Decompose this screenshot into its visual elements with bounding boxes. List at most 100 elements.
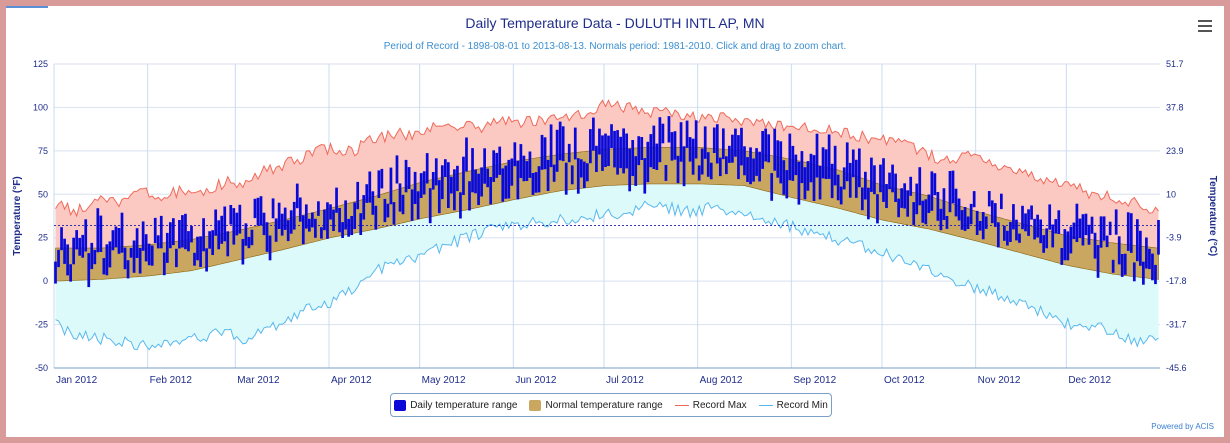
- daily-range-bar: [996, 222, 1000, 248]
- daily-range-bar: [755, 148, 758, 176]
- daily-range-bar: [827, 134, 831, 179]
- daily-range-bar: [927, 194, 931, 213]
- daily-range-bar: [570, 165, 574, 185]
- daily-range-bar: [1012, 204, 1015, 230]
- daily-range-bar: [721, 128, 725, 160]
- daily-range-bar: [824, 149, 828, 179]
- daily-range-bar: [1051, 224, 1055, 248]
- daily-range-bar: [259, 196, 263, 226]
- daily-range-bar: [634, 156, 638, 186]
- legend-daily-range[interactable]: Daily temperature range: [394, 399, 517, 411]
- daily-range-bar: [401, 194, 405, 215]
- legend-swatch-record-max: [674, 404, 689, 406]
- daily-range-bar: [894, 173, 897, 202]
- daily-range-bar: [589, 129, 592, 164]
- daily-range-bar: [434, 158, 438, 186]
- daily-range-bar: [54, 261, 57, 284]
- daily-range-bar: [289, 210, 293, 234]
- daily-range-bar: [386, 203, 390, 218]
- daily-range-bar: [1036, 214, 1039, 238]
- daily-range-bar: [839, 186, 843, 205]
- daily-range-bar: [637, 136, 641, 166]
- daily-range-bar: [842, 167, 846, 190]
- x-tick-label: Jan 2012: [56, 375, 98, 386]
- daily-range-bar: [851, 149, 855, 178]
- daily-range-bar: [480, 167, 483, 197]
- daily-range-bar: [1015, 219, 1018, 241]
- daily-range-bar: [728, 145, 731, 163]
- daily-range-bar: [507, 159, 511, 199]
- x-tick-label: Dec 2012: [1068, 375, 1111, 386]
- daily-range-bar: [567, 143, 571, 163]
- daily-range-bar: [1018, 233, 1021, 243]
- daily-range-bar: [66, 244, 69, 276]
- daily-range-bar: [462, 156, 465, 195]
- daily-range-bar: [425, 153, 429, 184]
- daily-range-bar: [96, 208, 100, 253]
- daily-range-bar: [474, 169, 477, 194]
- daily-range-bar: [561, 126, 565, 162]
- daily-range-bar: [214, 209, 218, 236]
- daily-range-bar: [685, 120, 689, 148]
- legend-record-max[interactable]: Record Max: [674, 400, 747, 411]
- daily-range-bar: [492, 150, 496, 182]
- daily-range-bar: [921, 200, 925, 223]
- record-max-line: [55, 99, 1159, 218]
- daily-range-bar: [75, 230, 79, 250]
- legend-normal-range[interactable]: Normal temperature range: [529, 399, 663, 411]
- daily-range-bar: [942, 188, 946, 220]
- daily-range-bar: [573, 127, 577, 160]
- y-right-tick-label: 51.7: [1166, 59, 1184, 69]
- daily-range-bar: [712, 127, 716, 153]
- legend-record-min[interactable]: Record Min: [758, 400, 828, 411]
- daily-range-bar: [906, 190, 910, 217]
- daily-range-bar: [1045, 228, 1049, 249]
- daily-range-bar: [57, 249, 60, 268]
- daily-range-bar: [374, 205, 378, 230]
- daily-range-bar: [879, 164, 882, 193]
- daily-range-bar: [601, 135, 604, 171]
- daily-range-bar: [607, 135, 610, 166]
- daily-range-bar: [709, 162, 713, 180]
- daily-range-bar: [661, 123, 665, 144]
- daily-range-bar: [725, 156, 728, 175]
- daily-range-bar: [93, 249, 97, 265]
- daily-range-bar: [199, 236, 202, 267]
- daily-range-bar: [108, 241, 112, 268]
- y-right-tick-label: -45.6: [1166, 363, 1187, 373]
- daily-range-bar: [915, 183, 919, 215]
- daily-range-bar: [268, 235, 272, 261]
- daily-range-bar: [761, 131, 764, 169]
- daily-range-bar: [156, 235, 160, 249]
- daily-range-bar: [317, 201, 320, 216]
- daily-range-bar: [809, 153, 813, 183]
- daily-range-bar: [232, 208, 236, 245]
- y-right-tick-label: 10: [1166, 189, 1176, 199]
- daily-range-bar: [320, 227, 323, 239]
- temperature-chart[interactable]: 125 100 75 50 25 0 -25 -50 51.7 37.8 23.9 10 -3.9 -17…: [6, 6, 1224, 437]
- daily-range-bar: [1024, 213, 1027, 232]
- hamburger-menu-icon[interactable]: [1198, 20, 1212, 32]
- daily-range-bar: [930, 171, 934, 211]
- daily-range-bar: [876, 194, 879, 224]
- daily-range-bar: [734, 128, 737, 157]
- daily-range-bar: [773, 128, 777, 171]
- daily-range-bar: [1132, 262, 1136, 282]
- daily-range-bar: [489, 177, 493, 205]
- daily-range-bar: [190, 225, 193, 243]
- daily-range-bar: [253, 198, 257, 219]
- daily-range-bar: [945, 216, 949, 229]
- daily-range-bar: [595, 145, 598, 172]
- daily-range-bar: [138, 248, 142, 274]
- daily-range-bar: [165, 232, 169, 263]
- daily-range-bar: [205, 248, 208, 272]
- powered-by-link[interactable]: Powered by ACIS: [1151, 422, 1214, 431]
- daily-range-bar: [244, 223, 248, 246]
- daily-range-bar: [295, 183, 299, 209]
- daily-range-bar: [936, 192, 940, 221]
- daily-range-bar: [326, 202, 329, 239]
- daily-range-bar: [229, 205, 233, 225]
- daily-range-bar: [307, 218, 311, 232]
- daily-range-bar: [1145, 237, 1148, 269]
- daily-range-bar: [471, 148, 474, 193]
